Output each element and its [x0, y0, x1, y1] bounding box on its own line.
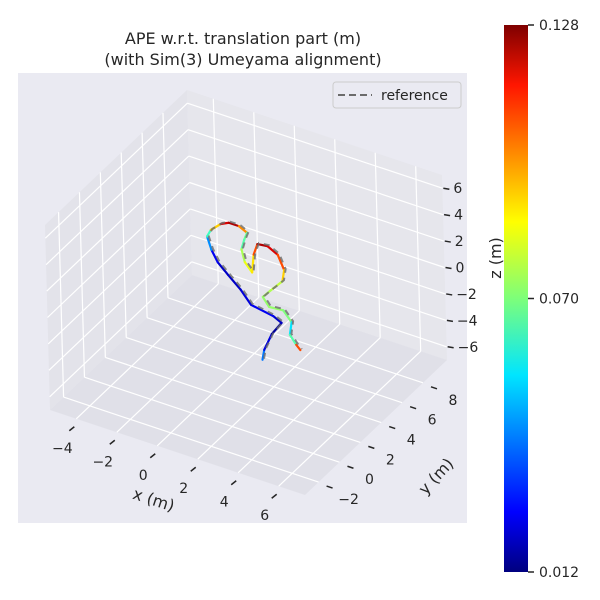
grid-lines [44, 98, 454, 499]
trajectory-segment [282, 309, 293, 324]
trajectory-segment [261, 348, 266, 361]
y-tick-label: 8 [449, 393, 458, 409]
x-tick-mark [230, 480, 237, 486]
trajectory-segment [249, 303, 275, 318]
colorbar-tick-label: 0.012 [539, 565, 579, 581]
colorbar-ticks: 0.128 0.070 0.012 [528, 18, 579, 581]
trajectory-segment [205, 235, 213, 251]
colorbar-tick-label: 0.070 [539, 292, 579, 308]
z-tick-mark [443, 187, 450, 190]
x-tick-label: 6 [260, 508, 269, 524]
x-tick-label: −4 [52, 441, 73, 457]
y-tick-label: −2 [338, 492, 359, 508]
z-tick-mark [446, 319, 454, 323]
legend-reference-label: reference [381, 88, 448, 104]
chart-subtitle: (with Sim(3) Umeyama alignment) [104, 50, 381, 69]
x-tick-mark [271, 493, 278, 499]
grid-y-floor [126, 336, 382, 424]
y-tick-mark [368, 445, 375, 450]
trajectory-segment [281, 268, 286, 283]
y-tick-label: 6 [428, 413, 437, 429]
y-tick-mark [388, 425, 396, 430]
z-axis-label: z (m) [486, 237, 505, 279]
grid-z-left [44, 102, 188, 239]
trajectory-segment [288, 333, 298, 346]
grid-z-left [46, 155, 190, 292]
grid-z-left [47, 182, 190, 318]
grid-z-left [45, 129, 189, 266]
colorbar [504, 25, 528, 572]
z-tick-mark [444, 240, 451, 243]
grid-z-left [49, 261, 193, 398]
legend-box [332, 81, 462, 109]
x-tick-mark [68, 426, 75, 432]
grid-z-left [48, 234, 192, 371]
grid-z-back [187, 129, 444, 216]
y-tick-mark [326, 485, 333, 489]
grid-z-back [188, 155, 444, 242]
trajectory-segment [288, 321, 293, 336]
trajectory-segment [272, 315, 283, 324]
trajectory-segment [210, 248, 219, 264]
grid-y-floor [146, 317, 403, 404]
trajectory-segment [216, 261, 230, 277]
z-tick-label: −2 [456, 287, 477, 303]
grid-z-back [191, 261, 447, 348]
trajectory-segment [268, 305, 285, 312]
trajectory-segment [276, 253, 286, 272]
grid-y-floor [105, 356, 361, 443]
z-tick-label: 6 [453, 181, 462, 197]
chart-title: APE w.r.t. translation part (m) [125, 29, 361, 48]
y-tick-label: 0 [365, 472, 374, 488]
z-tick-label: 2 [455, 234, 464, 250]
z-tick-label: 0 [456, 261, 465, 277]
x-tick-mark [190, 466, 197, 472]
trajectory-segment [252, 242, 259, 256]
z-tick-label: 4 [454, 208, 463, 224]
trajectory-segment [243, 261, 254, 274]
z-tick-mark [446, 293, 453, 296]
y-tick-label: 4 [407, 433, 416, 449]
trajectory-segment [227, 221, 240, 228]
grid-z-back [187, 102, 443, 189]
x-tick-label: 4 [220, 495, 229, 511]
grid-z-left [47, 208, 191, 345]
z-tick-mark [443, 213, 451, 217]
z-tick-label: −4 [457, 313, 478, 329]
trajectory-segment [266, 245, 279, 256]
y-tick-label: 2 [386, 452, 395, 468]
x-tick-label: −2 [92, 454, 113, 470]
trajectory-segment [243, 231, 249, 241]
x-tick-label: 0 [139, 468, 148, 484]
x-tick-mark [109, 439, 116, 445]
grid-z-back [189, 181, 445, 269]
grid-y-floor [84, 376, 340, 463]
trajectory-segment [237, 225, 249, 234]
trajectory-segment [240, 238, 246, 251]
floor-pane [50, 275, 447, 495]
z-tick-mark [445, 266, 452, 270]
trajectory-segment [261, 295, 271, 309]
colorbar-tick-label: 0.128 [539, 18, 579, 34]
grid-y-floor [63, 396, 319, 483]
trajectory-segment [205, 228, 212, 238]
trajectory-segment [295, 343, 302, 352]
trajectory-segment [239, 288, 253, 306]
x-tick-mark [149, 453, 156, 459]
y-tick-mark [347, 465, 354, 469]
y-tick-mark [430, 386, 438, 390]
legend: reference [332, 81, 462, 109]
z-tick-label: −6 [458, 340, 479, 356]
grid-z-back [190, 234, 447, 321]
trajectory-segment [227, 273, 242, 291]
reference-trajectory [207, 220, 303, 359]
trajectory-segment [240, 248, 246, 264]
trajectory-segment [251, 253, 255, 274]
y-tick-mark [409, 405, 417, 410]
trajectory [205, 220, 303, 361]
x-tick-label: 2 [179, 481, 188, 497]
z-tick-mark [447, 346, 454, 349]
